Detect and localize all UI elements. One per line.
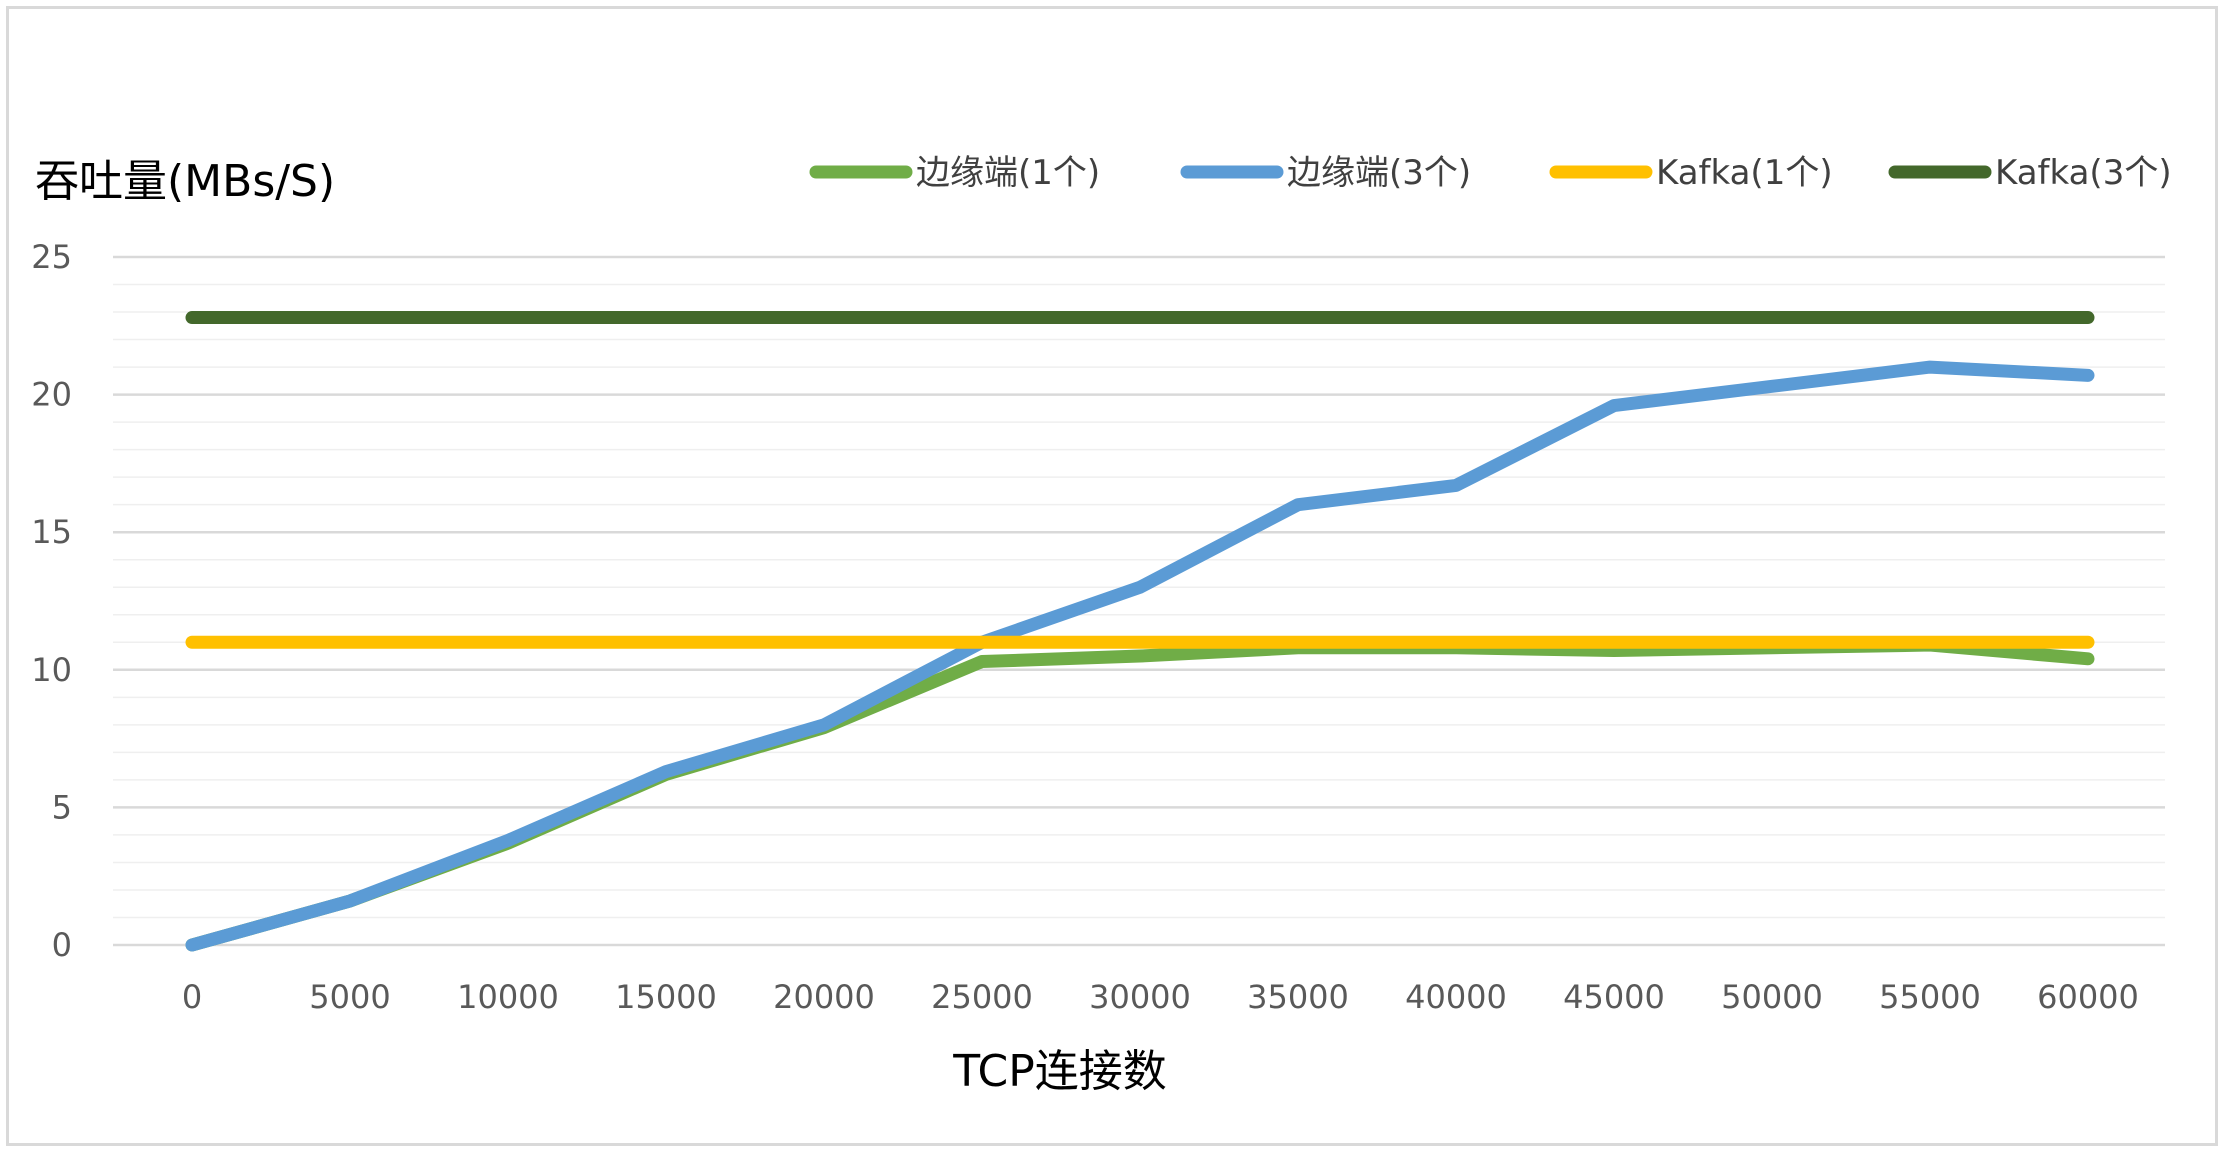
y-axis-label: 吞吐量(MBs/S) <box>35 156 335 207</box>
legend-label: Kafka(1个) <box>1656 153 1833 193</box>
x-tick-label: 20000 <box>773 978 875 1016</box>
x-tick-label: 30000 <box>1089 978 1191 1016</box>
y-tick-label: 5 <box>52 788 72 826</box>
y-tick-label: 25 <box>31 238 72 276</box>
y-tick-label: 15 <box>31 513 72 551</box>
x-tick-label: 45000 <box>1563 978 1665 1016</box>
legend: 边缘端(1个) 边缘端(3个) Kafka(1个) Kafka(3个) <box>809 153 2172 193</box>
chart-frame <box>6 6 2218 1146</box>
x-tick-label: 60000 <box>2037 978 2139 1016</box>
series-line-1 <box>185 638 2095 952</box>
x-tick-label: 40000 <box>1405 978 1507 1016</box>
x-tick-label: 55000 <box>1879 978 1981 1016</box>
x-tick-label: 0 <box>182 978 202 1016</box>
legend-label: 边缘端(3个) <box>1287 153 1471 193</box>
y-tick-label: 0 <box>52 926 72 964</box>
y-tick-label: 20 <box>31 376 72 414</box>
y-tick-label: 10 <box>31 651 72 689</box>
x-tick-label: 50000 <box>1721 978 1823 1016</box>
x-tick-label: 10000 <box>457 978 559 1016</box>
x-axis-label: TCP连接数 <box>952 1046 1167 1097</box>
series-line-2 <box>185 360 2095 952</box>
x-tick-label: 5000 <box>309 978 390 1016</box>
x-tick-label: 35000 <box>1247 978 1349 1016</box>
x-tick-label: 25000 <box>931 978 1033 1016</box>
series-lines <box>185 311 2095 952</box>
legend-label: Kafka(3个) <box>1995 153 2172 193</box>
x-axis-ticks: 0 5000 10000 15000 20000 25000 30000 35000 40000… <box>182 978 2139 1016</box>
legend-label: 边缘端(1个) <box>916 153 1100 193</box>
y-axis-ticks: 0 5 10 15 20 25 <box>31 238 72 964</box>
x-tick-label: 15000 <box>615 978 717 1016</box>
gridlines <box>113 255 2165 947</box>
